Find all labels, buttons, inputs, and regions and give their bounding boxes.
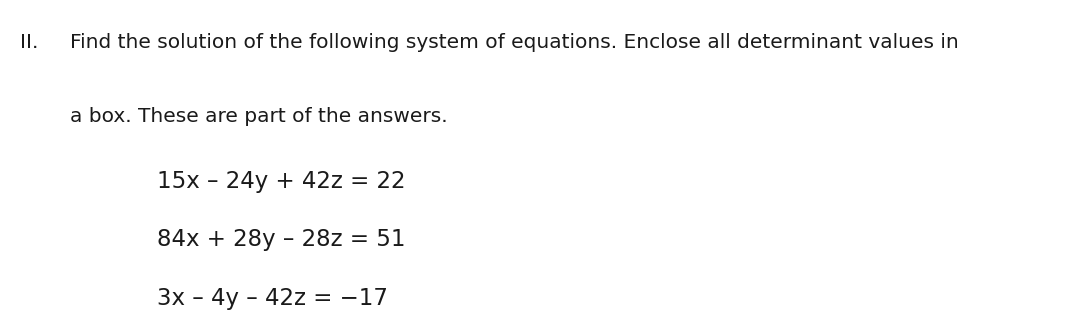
Text: 15x – 24y + 42z = 22: 15x – 24y + 42z = 22 xyxy=(157,170,405,193)
Text: II.: II. xyxy=(20,33,38,52)
Text: a box. These are part of the answers.: a box. These are part of the answers. xyxy=(70,107,448,126)
Text: Find the solution of the following system of equations. Enclose all determinant : Find the solution of the following syste… xyxy=(70,33,959,52)
Text: 84x + 28y – 28z = 51: 84x + 28y – 28z = 51 xyxy=(157,228,405,251)
Text: 3x – 4y – 42z = −17: 3x – 4y – 42z = −17 xyxy=(157,287,388,310)
